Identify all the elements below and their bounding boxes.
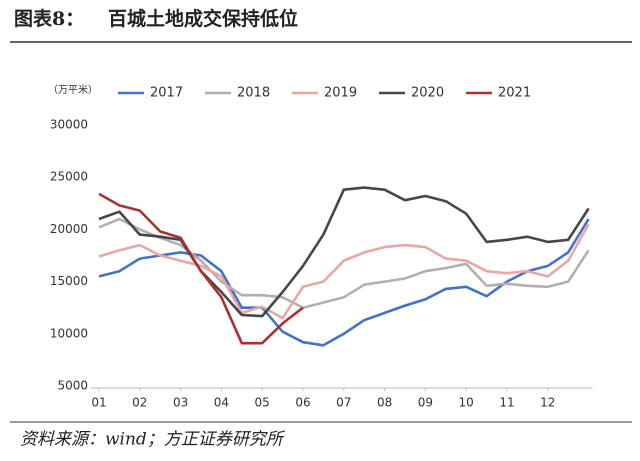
legend-label: 2017	[150, 86, 183, 101]
x-tick-label: 12	[540, 396, 555, 410]
y-tick-label: 10000	[50, 326, 88, 340]
x-tick-label: 11	[499, 396, 514, 410]
series-line	[98, 223, 590, 320]
series-line	[98, 217, 590, 309]
x-tick-label: 01	[91, 396, 106, 410]
figure-label: 图表8：	[14, 7, 84, 30]
series-line	[98, 218, 590, 347]
legend-label: 2020	[411, 86, 444, 101]
x-tick-label: 10	[459, 396, 474, 410]
x-tick-label: 09	[418, 396, 433, 410]
y-tick-label: 5000	[57, 379, 88, 393]
x-tick-label: 07	[336, 396, 351, 410]
chart-title: 百城土地成交保持低位	[108, 7, 298, 30]
source: 资料来源：wind；方正证券研究所	[20, 430, 286, 450]
x-tick-label: 05	[255, 396, 270, 410]
y-tick-label: 15000	[50, 274, 88, 288]
legend-label: 2018	[237, 86, 270, 101]
legend-label: 2019	[324, 86, 357, 101]
x-tick-label: 04	[214, 396, 229, 410]
y-tick-label: 30000	[50, 118, 88, 132]
x-tick-label: 08	[377, 396, 392, 410]
x-tick-label: 02	[132, 396, 147, 410]
y-tick-label: 20000	[50, 222, 88, 236]
x-tick-label: 06	[295, 396, 310, 410]
legend-label: 2021	[498, 86, 531, 101]
y-unit: （万平米）	[48, 83, 98, 96]
y-tick-label: 25000	[50, 170, 88, 184]
series-line	[98, 192, 304, 345]
x-tick-label: 03	[173, 396, 188, 410]
